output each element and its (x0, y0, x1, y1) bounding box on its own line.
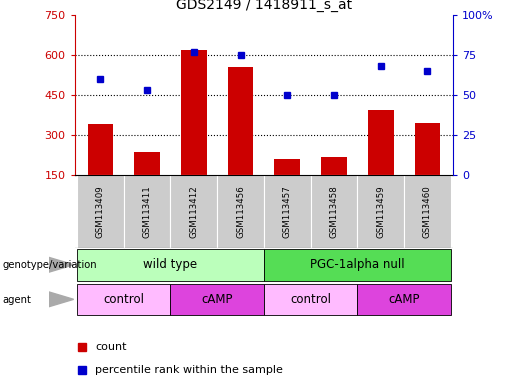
Polygon shape (49, 257, 74, 272)
Bar (311, 175, 357, 248)
Title: GDS2149 / 1418911_s_at: GDS2149 / 1418911_s_at (176, 0, 352, 12)
Text: GSM113459: GSM113459 (376, 185, 385, 238)
Text: GSM113458: GSM113458 (330, 185, 338, 238)
Bar (181, 50, 207, 175)
Bar (88, 124, 113, 175)
Polygon shape (49, 292, 74, 307)
Text: GSM113411: GSM113411 (143, 185, 151, 238)
Bar (415, 123, 440, 175)
Bar (368, 110, 393, 175)
Bar (124, 175, 170, 248)
Text: GSM113412: GSM113412 (190, 185, 198, 238)
Bar (77, 175, 124, 248)
Text: percentile rank within the sample: percentile rank within the sample (95, 365, 283, 375)
Bar (264, 284, 357, 315)
Bar (170, 175, 217, 248)
Bar (217, 175, 264, 248)
Bar (228, 67, 253, 175)
Bar (264, 175, 311, 248)
Text: cAMP: cAMP (201, 293, 233, 306)
Bar (321, 157, 347, 175)
Text: count: count (95, 342, 127, 352)
Bar (77, 284, 170, 315)
Text: PGC-1alpha null: PGC-1alpha null (310, 258, 405, 271)
Bar (357, 175, 404, 248)
Text: wild type: wild type (143, 258, 198, 271)
Text: GSM113460: GSM113460 (423, 185, 432, 238)
Text: agent: agent (3, 295, 31, 305)
Bar (264, 250, 451, 280)
Text: control: control (103, 293, 144, 306)
Bar (274, 159, 300, 175)
Bar (357, 284, 451, 315)
Bar (77, 250, 264, 280)
Text: genotype/variation: genotype/variation (3, 260, 97, 270)
Text: control: control (290, 293, 331, 306)
Bar (134, 152, 160, 175)
Text: GSM113456: GSM113456 (236, 185, 245, 238)
Bar (404, 175, 451, 248)
Bar (170, 284, 264, 315)
Text: GSM113409: GSM113409 (96, 185, 105, 238)
Text: GSM113457: GSM113457 (283, 185, 292, 238)
Text: cAMP: cAMP (388, 293, 420, 306)
